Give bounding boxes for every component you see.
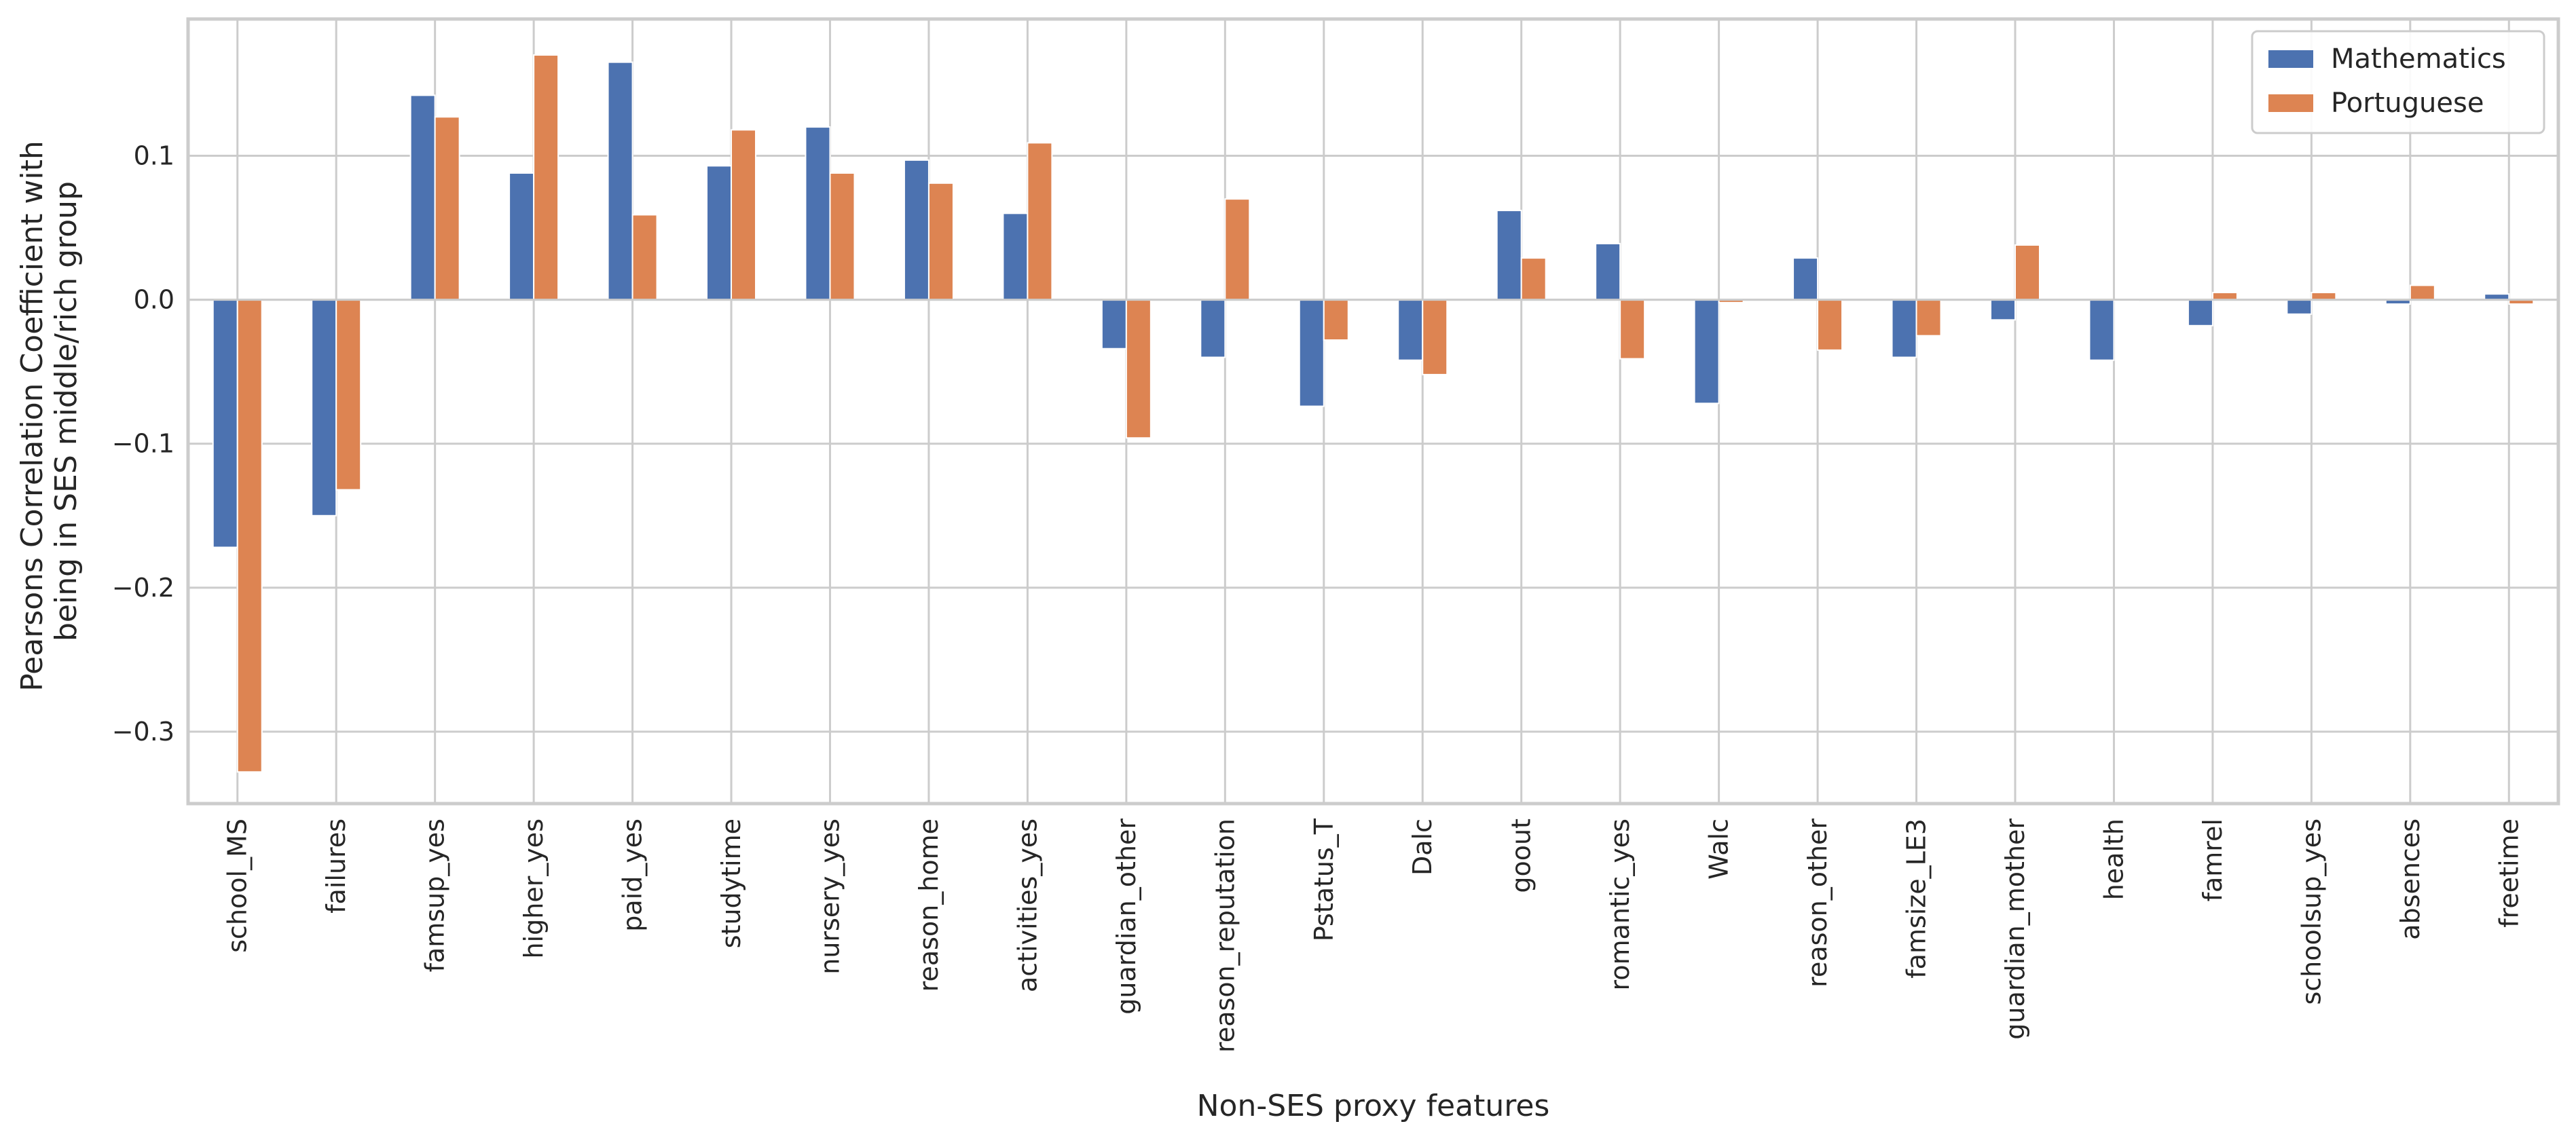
y-axis-label-line-1: Pearsons Correlation Coefficient with (15, 140, 50, 692)
x-tick-label: studytime (716, 819, 746, 948)
bar-mathematics-famrel (2187, 299, 2213, 326)
bar-portuguese-paid_yes (631, 214, 658, 301)
y-axis-label-line-2: being in SES middle/rich group (49, 181, 84, 641)
x-tick-label: schoolsup_yes (2296, 819, 2326, 1005)
x-tick-label: failures (321, 819, 351, 914)
x-tick-label: Pstatus_T (1309, 818, 1339, 941)
x-tick-label: guardian_other (1111, 819, 1141, 1015)
x-tick-label: famsup_yes (420, 819, 450, 972)
bar-portuguese-Pstatus_T (1323, 299, 1349, 341)
x-tick-label: activities_yes (1012, 819, 1042, 992)
bar-mathematics-reason_home (903, 159, 930, 301)
bar-portuguese-absences (2409, 284, 2435, 301)
x-tick-label: goout (1507, 819, 1537, 893)
y-tick-label: 0.1 (134, 141, 174, 171)
bar-mathematics-reason_other (1792, 257, 1819, 301)
bar-portuguese-reason_home (927, 182, 954, 301)
legend-swatch-mathematics (2268, 50, 2313, 68)
y-tick-labels: −0.3 −0.2 −0.1 0.0 0.1 (112, 141, 174, 747)
y-axis-label: Pearsons Correlation Coefficient with be… (15, 131, 84, 692)
bar-mathematics-guardian_mother (1989, 299, 2016, 321)
bar-portuguese-higher_yes (533, 54, 559, 301)
bar-mathematics-paid_yes (607, 61, 633, 301)
bar-portuguese-reason_reputation (1224, 198, 1251, 301)
x-axis-label: Non-SES proxy features (1197, 1089, 1550, 1123)
bar-mathematics-Walc (1693, 299, 1720, 405)
legend-frame (2251, 30, 2545, 134)
bar-mathematics-higher_yes (509, 172, 535, 301)
bar-portuguese-studytime (731, 129, 757, 301)
bar-mathematics-schoolsup_yes (2286, 299, 2313, 315)
bar-portuguese-goout (1520, 257, 1547, 301)
bar-mathematics-famsize_LE3 (1891, 299, 1917, 358)
y-tick-label: −0.1 (112, 429, 174, 459)
y-tick-label: −0.3 (112, 717, 174, 747)
x-tick-label: reason_reputation (1210, 819, 1240, 1053)
bar-portuguese-famsup_yes (434, 116, 460, 301)
plot-frame (186, 17, 2560, 806)
x-tick-label: school_MS (223, 819, 253, 953)
bar-portuguese-Dalc (1422, 299, 1448, 375)
x-tick-label: nursery_yes (815, 819, 845, 975)
bar-mathematics-activities_yes (1002, 212, 1029, 301)
bar-portuguese-school_MS (236, 299, 263, 773)
x-tick-label: Walc (1704, 819, 1734, 880)
bar-portuguese-famrel (2211, 292, 2238, 301)
x-tick-label: health (2099, 819, 2129, 900)
bar-mathematics-goout (1496, 210, 1522, 301)
x-tick-label: higher_yes (519, 819, 549, 959)
x-tick-label: freetime (2494, 819, 2524, 928)
x-tick-label: Dalc (1407, 819, 1437, 876)
y-tick-label: −0.2 (112, 573, 174, 603)
bar-portuguese-nursery_yes (829, 172, 855, 301)
bar-mathematics-reason_reputation (1200, 299, 1226, 358)
bar-mathematics-famsup_yes (409, 94, 436, 301)
bar-mathematics-failures (311, 299, 337, 517)
bar-mathematics-nursery_yes (805, 126, 831, 301)
bar-portuguese-famsize_LE3 (1915, 299, 1942, 337)
y-tick-label: 0.0 (134, 285, 174, 315)
x-tick-label: famrel (2198, 819, 2228, 901)
bar-mathematics-school_MS (212, 299, 238, 548)
x-tick-label: romantic_yes (1605, 819, 1635, 990)
x-tick-label: reason_home (914, 819, 944, 992)
legend: Mathematics Portuguese (2251, 30, 2545, 134)
bar-mathematics-health (2089, 299, 2115, 361)
bar-portuguese-schoolsup_yes (2311, 292, 2337, 301)
bar-portuguese-failures (335, 299, 362, 491)
legend-label-portuguese: Portuguese (2331, 88, 2484, 119)
legend-swatch-portuguese (2268, 94, 2313, 112)
bar-portuguese-romantic_yes (1619, 299, 1646, 360)
x-tick-label: guardian_mother (2000, 819, 2030, 1040)
bar-mathematics-Pstatus_T (1298, 299, 1325, 407)
bar-mathematics-romantic_yes (1595, 242, 1621, 301)
x-tick-labels: school_MS failures famsup_yes higher_yes pai… (223, 818, 2524, 1053)
x-tick-label: absences (2395, 819, 2425, 940)
bar-mathematics-studytime (706, 165, 733, 301)
legend-label-mathematics: Mathematics (2331, 43, 2506, 75)
bar-portuguese-reason_other (1817, 299, 1843, 351)
bar-mathematics-guardian_other (1101, 299, 1127, 350)
bar-portuguese-guardian_mother (2014, 244, 2040, 301)
bar-portuguese-activities_yes (1027, 142, 1053, 301)
x-tick-label: paid_yes (618, 819, 648, 932)
bar-portuguese-guardian_other (1125, 299, 1152, 439)
bar-mathematics-Dalc (1397, 299, 1424, 361)
x-tick-label: famsize_LE3 (1902, 819, 1932, 979)
x-tick-label: reason_other (1803, 819, 1833, 988)
